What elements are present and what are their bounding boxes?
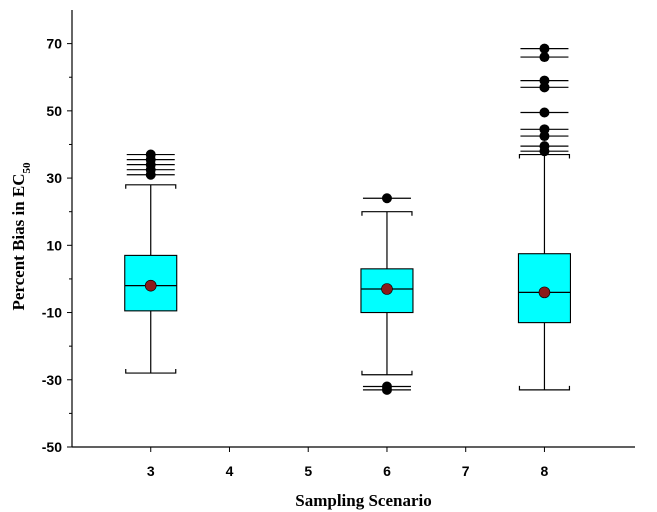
mean-marker <box>381 283 393 295</box>
y-tick-label: 10 <box>46 237 62 253</box>
y-tick-label: -30 <box>42 372 62 388</box>
outlier-point <box>539 75 550 86</box>
outlier-point <box>539 43 550 54</box>
outlier-point <box>539 141 550 152</box>
y-tick-label: 70 <box>46 36 62 52</box>
upper-whisker-cap <box>125 184 177 189</box>
outlier-point <box>381 193 392 204</box>
mean-marker <box>144 279 157 292</box>
upper-whisker-cap <box>361 211 413 216</box>
x-tick-label: 3 <box>147 463 155 479</box>
y-axis-title: Percent Bias in EC50 <box>9 162 33 311</box>
x-tick-label: 8 <box>541 463 549 479</box>
box-series-group <box>124 43 571 395</box>
box-plot-series-8 <box>517 43 571 391</box>
axes-group <box>71 10 635 448</box>
outlier-point <box>539 52 550 63</box>
y-tick-label: 30 <box>46 170 62 186</box>
lower-whisker-cap <box>125 369 177 374</box>
outlier-point <box>381 384 392 395</box>
x-tick-label: 7 <box>462 463 470 479</box>
x-axis-title: Sampling Scenario <box>295 491 432 510</box>
y-tick-label: -10 <box>42 305 62 321</box>
y-ticks-group: -50 -30 -10 10 30 50 70 <box>42 36 72 455</box>
x-tick-label: 5 <box>304 463 312 479</box>
box-plot-series-6 <box>360 193 414 395</box>
x-tick-label: 6 <box>383 463 391 479</box>
outlier-point <box>539 124 550 135</box>
outlier-point <box>539 107 550 118</box>
x-tick-label: 4 <box>226 463 234 479</box>
y-tick-label: -50 <box>42 439 62 455</box>
box-plot-series-3 <box>124 149 178 374</box>
outlier-point <box>145 149 156 160</box>
lower-whisker-cap <box>361 370 413 376</box>
mean-marker <box>538 286 551 299</box>
y-tick-label: 50 <box>46 103 62 119</box>
y-axis-title-subscript: 50 <box>21 162 33 174</box>
y-axis-title-main: Percent Bias in EC <box>9 173 28 310</box>
x-ticks-group: 3 4 5 6 7 8 <box>147 447 549 479</box>
lower-whisker-cap <box>518 385 571 391</box>
